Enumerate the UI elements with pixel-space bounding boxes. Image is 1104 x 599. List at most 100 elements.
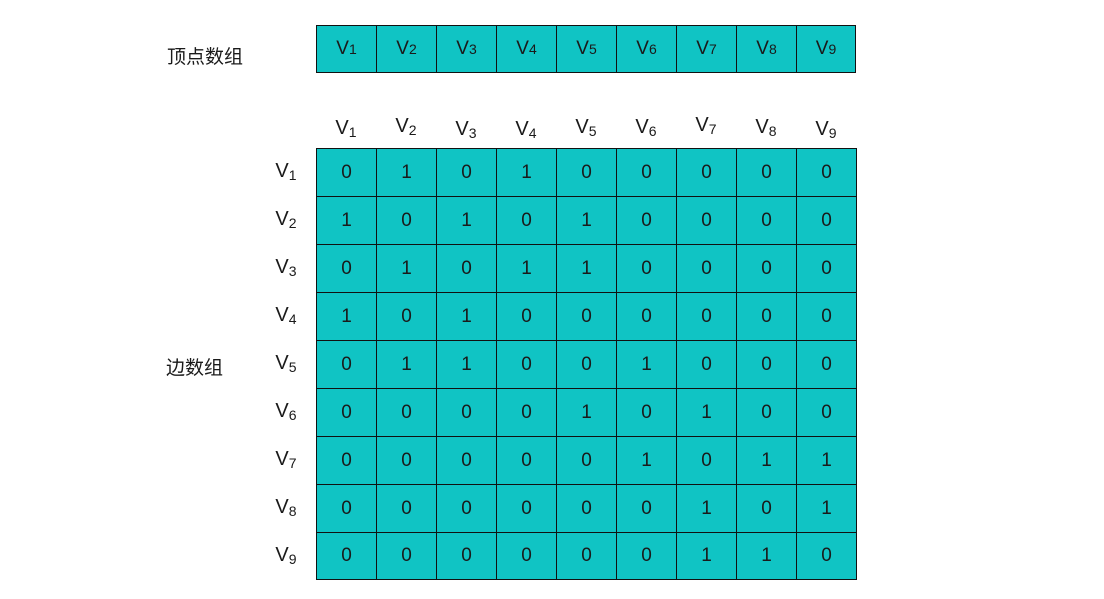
matrix-cell-r1-c5: 0: [556, 148, 617, 197]
column-header-label-subscript: 9: [828, 125, 837, 141]
column-header-1: V1: [326, 117, 366, 140]
matrix-cell-r8-c4: 0: [496, 484, 557, 533]
matrix-cell-r2-c3: 1: [436, 196, 497, 245]
column-header-label-main: V: [515, 118, 529, 140]
column-header-label-main: V: [635, 116, 649, 138]
matrix-cell-r3-c4: 1: [496, 244, 557, 293]
matrix-cell-r4-c3: 1: [436, 292, 497, 341]
matrix-cell-r1-c3: 0: [436, 148, 497, 197]
matrix-cell-r3-c9: 0: [796, 244, 857, 293]
row-header-label-subscript: 2: [288, 215, 297, 231]
matrix-cell-r5-c9: 0: [796, 340, 857, 389]
matrix-cell-r3-c2: 1: [376, 244, 437, 293]
matrix-cell-r2-c7: 0: [676, 196, 737, 245]
matrix-cell-r3-c6: 0: [616, 244, 677, 293]
matrix-cell-r4-c1: 1: [316, 292, 377, 341]
matrix-cell-r1-c9: 0: [796, 148, 857, 197]
vertex-label-main: V: [756, 38, 769, 59]
vertex-label-subscript: 5: [588, 41, 597, 57]
matrix-cell-r2-c8: 0: [736, 196, 797, 245]
matrix-cell-r1-c4: 1: [496, 148, 557, 197]
matrix-cell-r8-c2: 0: [376, 484, 437, 533]
column-header-label-main: V: [455, 118, 469, 140]
matrix-cell-r3-c7: 0: [676, 244, 737, 293]
matrix-cell-r9-c7: 1: [676, 532, 737, 580]
matrix-cell-r1-c8: 0: [736, 148, 797, 197]
row-header-7: V7: [266, 448, 306, 471]
column-header-label-main: V: [695, 114, 709, 136]
row-header-3: V3: [266, 256, 306, 279]
row-header-label-main: V: [275, 208, 289, 230]
vertex-label-subscript: 6: [648, 41, 657, 57]
vertex-label-main: V: [516, 38, 529, 59]
row-header-label-main: V: [275, 352, 289, 374]
matrix-cell-r6-c8: 0: [736, 388, 797, 437]
matrix-cell-r5-c5: 0: [556, 340, 617, 389]
edge-array-label: 边数组: [166, 357, 224, 379]
matrix-cell-r4-c7: 0: [676, 292, 737, 341]
matrix-cell-r1-c6: 0: [616, 148, 677, 197]
column-header-label-main: V: [335, 117, 349, 139]
vertex-label-subscript: 4: [528, 41, 537, 57]
matrix-cell-r7-c6: 1: [616, 436, 677, 485]
matrix-cell-r7-c3: 0: [436, 436, 497, 485]
column-header-label-subscript: 8: [768, 123, 777, 139]
column-header-label-subscript: 4: [528, 125, 537, 141]
matrix-cell-r9-c6: 0: [616, 532, 677, 580]
row-header-label-subscript: 6: [288, 407, 297, 423]
row-header-label-main: V: [275, 448, 289, 470]
matrix-cell-r5-c8: 0: [736, 340, 797, 389]
matrix-cell-r8-c6: 0: [616, 484, 677, 533]
row-header-label-subscript: 3: [288, 263, 297, 279]
row-header-label-subscript: 4: [288, 311, 297, 327]
matrix-cell-r5-c7: 0: [676, 340, 737, 389]
row-header-label-main: V: [275, 160, 289, 182]
matrix-cell-r7-c8: 1: [736, 436, 797, 485]
matrix-cell-r1-c1: 0: [316, 148, 377, 197]
matrix-cell-r2-c4: 0: [496, 196, 557, 245]
matrix-cell-r6-c7: 1: [676, 388, 737, 437]
matrix-cell-r9-c9: 0: [796, 532, 857, 580]
row-header-9: V9: [266, 544, 306, 567]
column-header-2: V2: [386, 115, 426, 138]
matrix-cell-r9-c1: 0: [316, 532, 377, 580]
vertex-label-main: V: [815, 38, 829, 59]
matrix-cell-r8-c7: 1: [676, 484, 737, 533]
column-header-label-main: V: [815, 118, 829, 140]
matrix-cell-r2-c2: 0: [376, 196, 437, 245]
vertex-label-main: V: [396, 38, 409, 59]
matrix-cell-r4-c8: 0: [736, 292, 797, 341]
column-header-4: V4: [506, 118, 546, 141]
matrix-cell-r4-c5: 0: [556, 292, 617, 341]
row-header-label-subscript: 1: [288, 167, 297, 183]
matrix-cell-r7-c5: 0: [556, 436, 617, 485]
row-header-2: V2: [266, 208, 306, 231]
matrix-cell-r3-c3: 0: [436, 244, 497, 293]
matrix-cell-r7-c9: 1: [796, 436, 857, 485]
vertex-label-subscript: 8: [768, 41, 777, 57]
column-header-3: V3: [446, 118, 486, 141]
vertex-label-subscript: 9: [828, 41, 837, 57]
row-header-label-main: V: [275, 256, 289, 278]
matrix-cell-r9-c4: 0: [496, 532, 557, 580]
matrix-cell-r3-c5: 1: [556, 244, 617, 293]
matrix-cell-r5-c2: 1: [376, 340, 437, 389]
matrix-cell-r8-c5: 0: [556, 484, 617, 533]
column-header-label-main: V: [395, 115, 409, 137]
matrix-cell-r6-c2: 0: [376, 388, 437, 437]
column-header-label-subscript: 3: [468, 125, 477, 141]
column-header-label-subscript: 1: [348, 124, 357, 140]
matrix-cell-r7-c7: 0: [676, 436, 737, 485]
vertex-label-main: V: [456, 38, 469, 59]
matrix-cell-r4-c6: 0: [616, 292, 677, 341]
vertex-label-main: V: [696, 38, 709, 59]
matrix-cell-r8-c8: 0: [736, 484, 797, 533]
matrix-cell-r3-c8: 0: [736, 244, 797, 293]
matrix-cell-r9-c8: 1: [736, 532, 797, 580]
matrix-cell-r9-c3: 0: [436, 532, 497, 580]
